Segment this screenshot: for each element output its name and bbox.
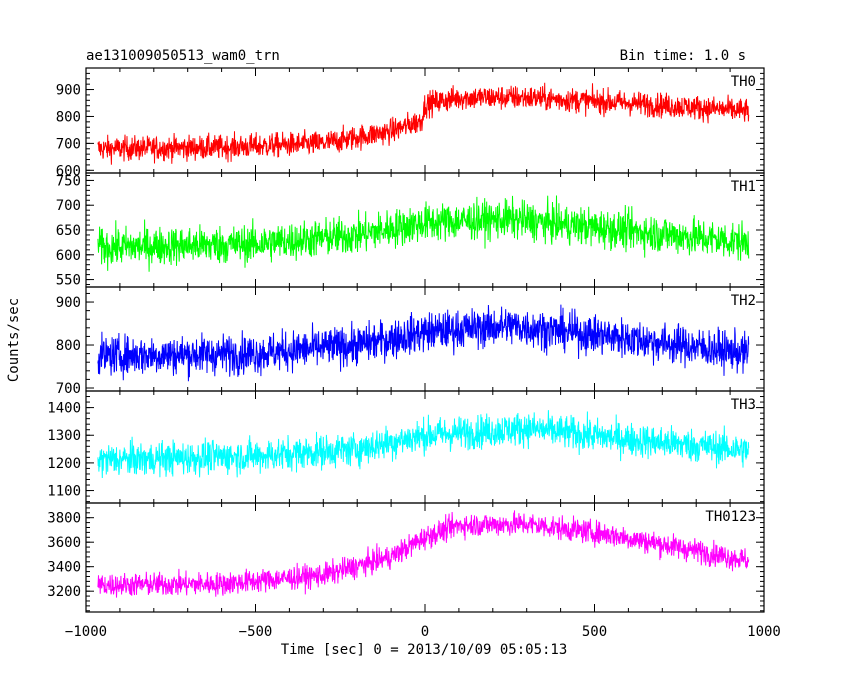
panel-label-th2: TH2 — [731, 293, 756, 309]
y-tick-label: 700 — [56, 198, 81, 214]
y-tick-label: 1100 — [47, 484, 81, 500]
series-line-th2 — [97, 304, 750, 382]
bin-time-label: Bin time: 1.0 s — [620, 48, 746, 64]
panel-label-th1: TH1 — [731, 179, 756, 195]
y-tick-label: 600 — [56, 248, 81, 264]
chart-title: ae131009050513_wam0_trn — [86, 48, 280, 64]
y-tick-label: 800 — [56, 338, 81, 354]
y-tick-label: 3800 — [47, 511, 81, 527]
y-tick-label: 550 — [56, 273, 81, 289]
x-axis-label: Time [sec] 0 = 2013/10/09 05:05:13 — [281, 642, 568, 658]
x-tick-label: 500 — [582, 624, 607, 640]
panel-label-th0: TH0 — [731, 74, 756, 90]
series-line-th1 — [97, 195, 750, 272]
x-tick-label: 1000 — [747, 624, 781, 640]
y-tick-label: 700 — [56, 136, 81, 152]
x-tick-label: 0 — [421, 624, 429, 640]
panel-label-th0123: TH0123 — [705, 509, 756, 525]
panels-group: 600 700 800 900 TH0 550 600 650 700 750 TH1 700 800 9… — [47, 67, 781, 640]
y-tick-label: 3600 — [47, 535, 81, 551]
panel-label-th3: TH3 — [731, 397, 756, 413]
x-tick-label: −500 — [239, 624, 273, 640]
y-tick-label: 700 — [56, 381, 81, 397]
y-tick-label: 650 — [56, 223, 81, 239]
y-axis-label: Counts/sec — [6, 298, 22, 382]
y-tick-label: 1300 — [47, 428, 81, 444]
y-tick-label: 900 — [56, 83, 81, 99]
series-line-th0 — [97, 82, 750, 165]
y-tick-label: 900 — [56, 295, 81, 311]
y-tick-label: 750 — [56, 173, 81, 189]
series-line-th0123 — [97, 510, 750, 598]
y-tick-label: 3400 — [47, 560, 81, 576]
y-tick-label: 600 — [56, 163, 81, 179]
y-tick-label: 1400 — [47, 401, 81, 417]
y-tick-label: 1200 — [47, 456, 81, 472]
y-tick-label: 800 — [56, 109, 81, 125]
x-tick-label: −1000 — [65, 624, 107, 640]
series-line-th3 — [97, 410, 750, 479]
y-tick-label: 3200 — [47, 584, 81, 600]
panel-frame-th0123 — [85, 502, 765, 613]
panel-frame-th0 — [85, 67, 765, 174]
